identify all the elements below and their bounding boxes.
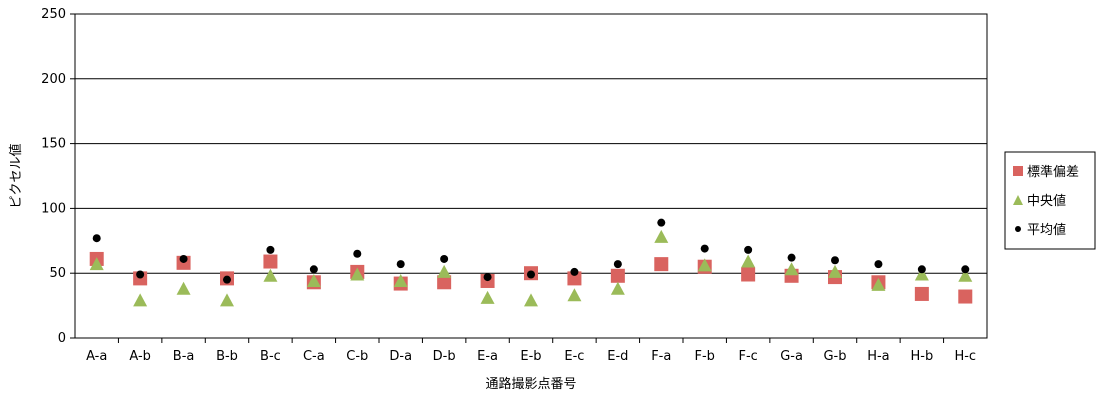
data-point-square [437, 275, 452, 290]
legend-marker-square [1013, 166, 1023, 176]
plot-area [74, 13, 988, 339]
data-point-triangle [176, 281, 191, 295]
data-point-circle [961, 265, 970, 274]
x-tick-label: B-b [216, 349, 238, 364]
y-axis-title: ピクセル値 [8, 143, 24, 208]
data-point-triangle [654, 229, 669, 243]
data-point-triangle [784, 262, 799, 276]
y-tick-label: 0 [58, 331, 66, 346]
data-point-circle [353, 249, 362, 258]
x-tick-label: G-a [780, 349, 803, 364]
data-point-circle [136, 270, 145, 279]
x-tick-label: F-c [738, 349, 757, 364]
y-tick-label: 250 [41, 7, 66, 22]
data-point-circle [700, 244, 709, 253]
legend-label: 標準偏差 [1027, 164, 1079, 180]
data-point-triangle [480, 290, 495, 304]
x-tick-label: F-b [695, 349, 715, 364]
data-point-circle [527, 270, 535, 279]
data-points [89, 218, 973, 307]
legend-marker-triangle [1013, 195, 1023, 205]
x-axis-ticks: A-a A-b B-a B-b B-c C-a C-b D-a D-b E-a E-b E-c E-d F… [86, 338, 976, 364]
x-tick-label: D-b [433, 349, 456, 364]
x-tick-label: E-b [520, 349, 541, 364]
data-point-triangle [828, 264, 842, 278]
x-tick-label: B-c [260, 349, 281, 364]
data-point-square [610, 268, 625, 283]
data-point-circle [787, 253, 796, 262]
data-point-triangle [220, 293, 234, 307]
data-point-triangle [89, 257, 104, 271]
data-point-square [741, 267, 756, 282]
x-tick-label: C-a [303, 349, 325, 364]
legend-label: 中央値 [1027, 193, 1066, 209]
data-point-triangle [914, 267, 929, 281]
x-tick-label: E-d [607, 349, 628, 364]
data-point-circle [266, 245, 275, 254]
data-point-circle [309, 265, 318, 274]
data-point-square [914, 286, 929, 301]
x-axis-title: 通路撮影点番号 [485, 376, 576, 392]
data-point-triangle [263, 268, 278, 282]
data-point-triangle [437, 264, 452, 278]
data-point-square [958, 289, 973, 304]
x-tick-label: H-a [867, 349, 889, 364]
data-point-circle [657, 218, 666, 227]
x-tick-label: D-a [389, 349, 412, 364]
data-point-circle [831, 256, 839, 265]
x-tick-label: H-b [910, 349, 933, 364]
series-triangle [89, 229, 973, 307]
legend-label: 平均値 [1027, 222, 1066, 238]
data-point-circle [223, 275, 231, 284]
data-point-triangle [958, 268, 973, 282]
data-point-square [654, 257, 669, 272]
x-tick-label: A-b [129, 349, 151, 364]
x-tick-label: C-b [346, 349, 368, 364]
data-point-triangle [393, 273, 408, 287]
data-point-triangle [567, 288, 582, 302]
data-point-triangle [350, 267, 365, 281]
data-point-circle [440, 254, 449, 263]
y-tick-label: 200 [41, 72, 66, 87]
data-point-circle [744, 245, 753, 254]
data-point-circle [483, 273, 492, 282]
data-point-triangle [871, 277, 886, 291]
data-point-triangle [133, 293, 148, 307]
data-point-circle [179, 254, 188, 263]
data-point-square [263, 254, 278, 269]
data-point-square [567, 271, 582, 286]
x-tick-label: E-c [564, 349, 584, 364]
x-tick-label: F-a [651, 349, 671, 364]
y-tick-label: 150 [41, 137, 66, 152]
data-point-circle [570, 267, 579, 276]
data-point-triangle [697, 258, 712, 272]
y-tick-label: 50 [49, 266, 66, 281]
data-point-circle [874, 260, 883, 269]
data-point-triangle [610, 281, 625, 295]
legend-marker-circle [1015, 226, 1021, 232]
data-point-circle [917, 265, 926, 274]
data-point-circle [396, 260, 405, 269]
data-point-circle [613, 260, 622, 269]
y-tick-label: 100 [41, 201, 66, 216]
data-point-triangle [306, 273, 321, 287]
series-circle [92, 218, 970, 284]
x-tick-label: A-a [86, 349, 107, 364]
data-point-triangle [524, 293, 538, 307]
x-tick-label: E-a [477, 349, 498, 364]
y-axis-ticks: 0 50 100 150 200 250 [41, 7, 75, 346]
x-tick-label: G-b [823, 349, 846, 364]
x-tick-label: H-c [954, 349, 976, 364]
data-point-circle [92, 234, 101, 243]
data-point-triangle [741, 254, 756, 268]
x-tick-label: B-a [173, 349, 195, 364]
